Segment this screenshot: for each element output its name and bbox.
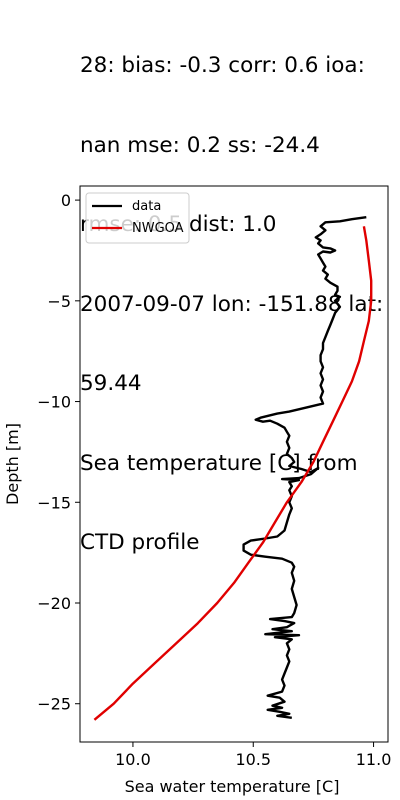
y-tick-label: −20 (37, 594, 71, 613)
y-tick-label: −25 (37, 695, 71, 714)
y-tick-label: −10 (37, 393, 71, 412)
ticks-layer: 10.0 10.5 11.0 0 −5 −10 −15 −20 −25 (37, 191, 391, 769)
axes-frame (79, 185, 389, 743)
y-axis-label: Depth [m] (3, 423, 22, 505)
x-tick-label: 11.0 (356, 750, 392, 769)
y-tick-label: −5 (47, 292, 71, 311)
legend: data NWGOA (85, 192, 190, 244)
legend-label-data: data (132, 199, 161, 214)
title-line: 2007-09-07 lon: -151.88 lat: (80, 291, 384, 317)
series-line-data (242, 216, 367, 719)
x-axis-label: Sea water temperature [C] (125, 777, 340, 796)
y-tick-label: −15 (37, 493, 71, 512)
title-line: CTD profile (80, 530, 200, 555)
legend-label-nwgoa: NWGOA (132, 221, 184, 236)
series-layer (93, 216, 373, 721)
series-line-nwgoa (93, 226, 373, 721)
y-tick-label: 0 (61, 191, 71, 210)
x-tick-label: 10.0 (115, 750, 151, 769)
title-line: 28: bias: -0.3 corr: 0.6 ioa: (80, 53, 365, 78)
title-line: 59.44 (80, 371, 142, 396)
title-line: nan mse: 0.2 ss: -24.4 (80, 132, 320, 158)
chart-title: 28: bias: -0.3 corr: 0.6 ioa: nan mse: 0… (80, 0, 398, 583)
x-tick-label: 10.5 (235, 750, 271, 769)
